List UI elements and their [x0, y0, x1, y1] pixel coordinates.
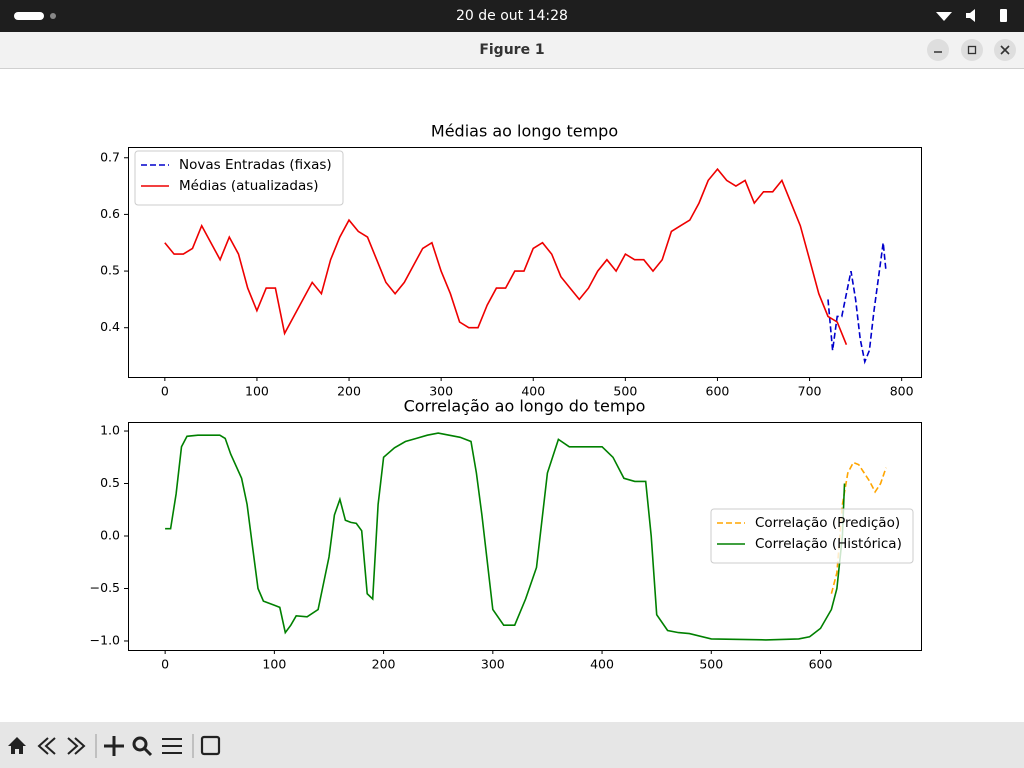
- y-tick-label: −0.5: [90, 580, 120, 595]
- pan-button[interactable]: [104, 736, 124, 756]
- legend: [134, 150, 344, 206]
- x-tick-label: 600: [706, 384, 730, 399]
- legend-label: Correlação (Predição): [755, 515, 900, 531]
- x-tick-label: 500: [613, 384, 637, 399]
- forward-button[interactable]: [67, 737, 86, 755]
- x-tick-label: 200: [337, 384, 361, 399]
- x-tick-label: 400: [521, 384, 545, 399]
- close-icon: [1000, 45, 1010, 55]
- top-bar: [0, 0, 1024, 32]
- y-tick-label: 0.4: [100, 319, 120, 334]
- minimize-button[interactable]: [927, 39, 949, 61]
- x-tick-label: 300: [481, 657, 505, 672]
- x-tick-label: 500: [699, 657, 723, 672]
- x-tick-label: 0: [161, 384, 169, 399]
- y-tick-label: 0.0: [100, 528, 120, 543]
- x-tick-label: 0: [161, 657, 169, 672]
- chart-title: Médias ao longo tempo: [431, 122, 618, 141]
- x-tick-label: 400: [590, 657, 614, 672]
- workspace-dot[interactable]: [50, 13, 56, 19]
- y-tick-label: 0.5: [100, 475, 120, 490]
- y-tick-label: 0.5: [100, 263, 120, 278]
- y-tick-label: −1.0: [90, 632, 120, 647]
- maximize-button[interactable]: [961, 39, 983, 61]
- x-tick-label: 700: [798, 384, 822, 399]
- toolbar: [0, 722, 1024, 768]
- legend-label: Novas Entradas (fixas): [179, 157, 332, 173]
- x-tick-label: 200: [372, 657, 396, 672]
- y-tick-label: 0.7: [100, 149, 120, 164]
- maximize-icon: [967, 45, 977, 55]
- save-button[interactable]: [200, 735, 221, 756]
- legend-label: Correlação (Histórica): [755, 536, 902, 552]
- zoom-button[interactable]: [132, 736, 148, 752]
- home-button[interactable]: [8, 737, 26, 754]
- y-tick-label: 0.6: [100, 206, 120, 221]
- configure-button[interactable]: [162, 738, 182, 754]
- line-series: [164, 167, 848, 346]
- zoom-handle: [143, 747, 153, 757]
- x-tick-label: 300: [429, 384, 453, 399]
- legend: [710, 508, 914, 564]
- x-tick-label: 100: [262, 657, 286, 672]
- workspace-indicator[interactable]: [14, 12, 44, 20]
- line-series: [165, 432, 846, 641]
- back-button[interactable]: [37, 737, 56, 755]
- chart-title: Correlação ao longo do tempo: [404, 397, 646, 416]
- status-icons[interactable]: [936, 9, 1007, 22]
- line-series: [827, 242, 887, 365]
- clock[interactable]: 20 de out 14:28: [456, 8, 568, 24]
- x-tick-label: 800: [890, 384, 914, 399]
- title-bar: [0, 32, 1024, 69]
- window-title: Figure 1: [479, 42, 544, 58]
- toolbar-icons[interactable]: [8, 734, 221, 758]
- x-tick-label: 100: [245, 384, 269, 399]
- y-tick-label: 1.0: [100, 423, 120, 438]
- legend-label: Médias (atualizadas): [179, 178, 319, 194]
- plot-frame: [128, 147, 922, 378]
- x-tick-label: 600: [809, 657, 833, 672]
- plot-frame: [128, 422, 922, 651]
